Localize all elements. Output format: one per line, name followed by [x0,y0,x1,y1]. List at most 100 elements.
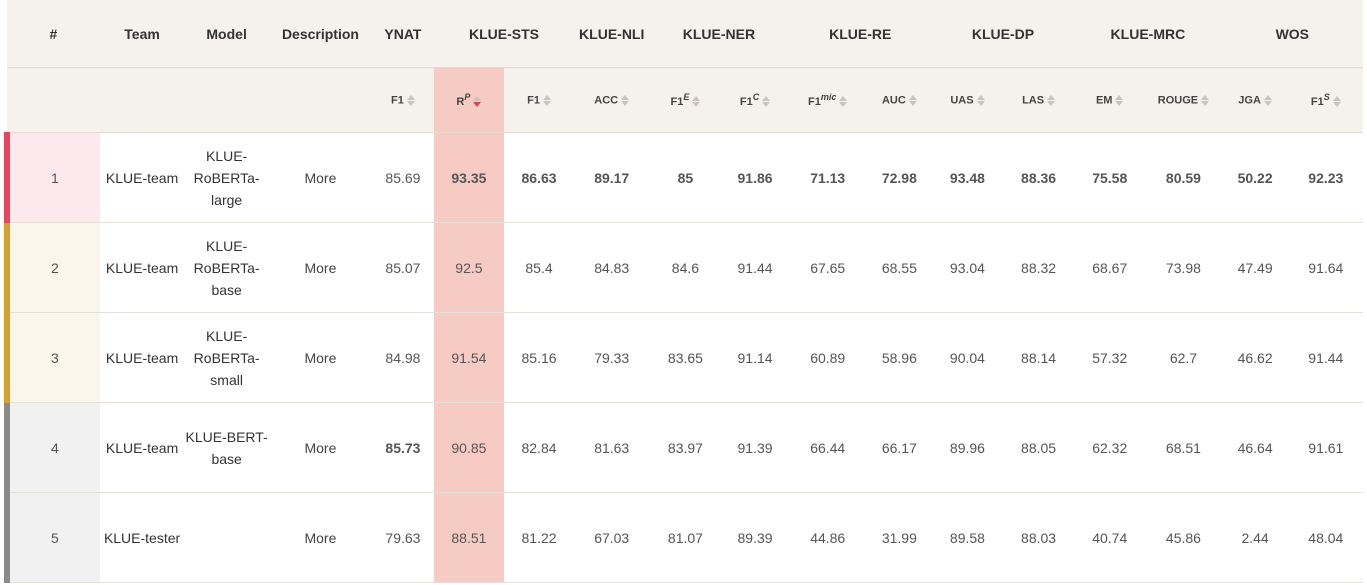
score-cell: 67.65 [788,222,867,313]
more-link[interactable]: More [304,169,337,186]
table-row: 4 KLUE-team KLUE-BERT-base More 85.73 90.85 82… [4,402,1363,493]
metric-header[interactable]: F1S [1288,67,1363,133]
score-cell: 48.04 [1288,492,1363,583]
team-cell: KLUE-team [99,222,185,313]
score-cell: 84.98 [372,312,434,403]
score-cell: 2.44 [1221,492,1289,583]
sort-icon[interactable] [1201,94,1210,107]
table-row: 1 KLUE-team KLUE-RoBERTa-large More 85.69 93.… [4,132,1363,223]
team-header: Team [99,0,185,68]
score-cell: 50.22 [1221,132,1289,223]
metric-header[interactable]: RP [433,67,504,133]
metric-label: F1 [391,93,404,106]
metric-label: AUC [881,93,906,106]
metric-superscript: S [1323,91,1330,102]
score-cell: 88.14 [1003,312,1075,403]
score-cell: 47.49 [1221,222,1289,313]
metric-header[interactable]: F1 [503,67,575,133]
group-header-klue-nli: KLUE-NLI [574,0,650,68]
score-cell: 83.97 [649,402,722,493]
sort-icon[interactable] [839,95,848,108]
group-header-klue-re: KLUE-RE [788,0,932,68]
metric-header[interactable]: UAS [931,67,1003,133]
sort-icon[interactable] [762,95,771,108]
metric-label: F1 [808,95,821,108]
score-cell: 66.44 [788,402,867,493]
model-cell: KLUE-RoBERTa-base [184,222,269,313]
score-cell: 72.98 [866,132,932,223]
sort-icon[interactable] [621,94,630,107]
score-cell: 45.86 [1145,492,1222,583]
metric-header[interactable]: F1 [372,67,434,133]
metric-header[interactable]: ACC [574,67,650,133]
rank-cell: 2 [4,222,100,313]
score-cell: 80.59 [1145,132,1222,223]
score-cell: 44.86 [788,492,867,583]
group-header-klue-ner: KLUE-NER [649,0,789,68]
metric-label: F1 [670,95,684,108]
metric-header[interactable]: LAS [1003,67,1075,133]
score-cell: 66.17 [866,402,932,493]
score-cell: 71.13 [788,132,867,223]
sort-icon[interactable] [976,94,985,107]
leaderboard-table: # Team Model Description YNAT KLUE-STS K… [4,0,1363,583]
metric-header[interactable]: F1E [649,67,722,133]
model-header: Model [184,0,269,68]
metric-label: F1 [527,93,540,106]
sort-icon[interactable] [473,95,482,108]
score-cell: 91.86 [721,132,789,223]
more-link[interactable]: More [304,439,337,456]
sort-icon[interactable] [1047,94,1056,107]
metric-header[interactable]: F1mic [788,67,867,133]
score-cell: 62.7 [1145,312,1222,403]
description-cell: More [268,222,372,313]
score-cell: 91.44 [721,222,789,313]
score-cell: 93.35 [433,132,504,223]
sort-icon[interactable] [1115,94,1124,107]
team-cell: KLUE-team [99,312,185,403]
rank-cell: 5 [4,492,100,583]
more-link[interactable]: More [304,259,337,276]
metric-header[interactable]: JGA [1221,67,1289,133]
group-header-wos: WOS [1221,0,1363,68]
score-cell: 85.4 [503,222,575,313]
sort-icon[interactable] [1332,95,1341,108]
sort-icon[interactable] [692,95,701,108]
table-row: 3 KLUE-team KLUE-RoBERTa-small More 84.98 91.… [4,312,1363,403]
sort-icon[interactable] [406,94,415,107]
rank-cell: 1 [4,132,100,223]
score-cell: 93.04 [931,222,1003,313]
metric-header[interactable]: F1C [721,67,789,133]
metric-superscript: C [752,91,760,102]
metric-spacer [99,67,185,133]
score-cell: 81.07 [649,492,722,583]
score-cell: 81.22 [503,492,575,583]
more-link[interactable]: More [304,349,337,366]
sort-icon[interactable] [908,94,917,107]
metric-label: F1 [1310,95,1324,108]
metric-superscript: mic [820,91,837,102]
group-header-ynat: YNAT [372,0,434,68]
score-cell: 85.07 [372,222,434,313]
team-cell: KLUE-tester [99,492,185,583]
description-cell: More [268,132,372,223]
score-cell: 46.62 [1221,312,1289,403]
score-cell: 62.32 [1074,402,1146,493]
score-cell: 90.04 [931,312,1003,403]
more-link[interactable]: More [304,529,337,546]
score-cell: 46.64 [1221,402,1289,493]
score-cell: 90.85 [433,402,504,493]
description-cell: More [268,492,372,583]
score-cell: 88.05 [1003,402,1075,493]
sort-icon[interactable] [542,94,551,107]
sort-icon[interactable] [1263,94,1272,107]
score-cell: 88.36 [1003,132,1075,223]
score-cell: 88.03 [1003,492,1075,583]
model-cell: KLUE-BERT-base [184,402,269,493]
description-cell: More [268,312,372,403]
metric-header[interactable]: EM [1074,67,1146,133]
group-header-klue-sts: KLUE-STS [433,0,575,68]
score-cell: 91.39 [721,402,789,493]
metric-header[interactable]: ROUGE [1145,67,1222,133]
metric-header[interactable]: AUC [866,67,932,133]
